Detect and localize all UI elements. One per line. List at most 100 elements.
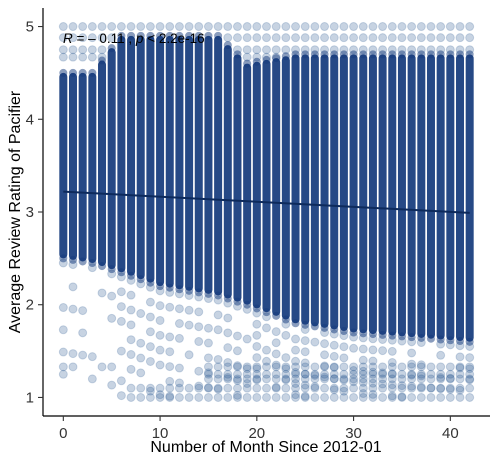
data-point bbox=[194, 381, 204, 391]
data-point bbox=[339, 327, 348, 335]
data-point bbox=[58, 303, 68, 313]
data-point bbox=[252, 341, 262, 351]
data-point bbox=[456, 337, 465, 346]
data-point bbox=[58, 22, 68, 32]
data-point bbox=[194, 307, 204, 317]
data-point bbox=[300, 336, 310, 346]
data-point bbox=[378, 374, 388, 384]
data-point bbox=[223, 383, 233, 393]
data-point bbox=[291, 334, 301, 344]
data-point bbox=[330, 50, 339, 59]
data-point bbox=[291, 369, 301, 379]
data-point bbox=[68, 304, 78, 314]
data-point bbox=[445, 383, 455, 393]
data-point bbox=[194, 337, 204, 347]
data-point bbox=[465, 369, 475, 379]
x-tick-label: 10 bbox=[152, 425, 169, 442]
data-point bbox=[465, 392, 475, 402]
data-point bbox=[252, 57, 261, 66]
data-point bbox=[291, 33, 301, 43]
data-point bbox=[378, 369, 388, 379]
data-point bbox=[445, 369, 455, 379]
data-point bbox=[78, 306, 88, 316]
data-point bbox=[388, 331, 397, 340]
data-point bbox=[232, 369, 242, 379]
data-point bbox=[136, 31, 145, 40]
data-point bbox=[339, 342, 349, 352]
data-point bbox=[174, 378, 184, 388]
data-point bbox=[436, 362, 446, 372]
data-point bbox=[58, 325, 68, 335]
data-point bbox=[465, 375, 475, 385]
dense-band-column bbox=[214, 35, 223, 296]
data-point bbox=[107, 44, 116, 53]
data-point bbox=[378, 330, 387, 339]
data-point bbox=[213, 384, 223, 394]
data-point bbox=[426, 362, 436, 372]
data-point bbox=[107, 313, 117, 323]
data-point bbox=[416, 369, 426, 379]
data-point bbox=[368, 374, 378, 384]
data-point bbox=[445, 384, 455, 394]
data-point bbox=[310, 50, 319, 59]
data-point bbox=[262, 356, 271, 366]
data-point bbox=[465, 364, 475, 374]
data-point bbox=[465, 50, 474, 59]
data-point bbox=[232, 362, 242, 372]
data-point bbox=[426, 22, 436, 32]
data-point bbox=[349, 366, 359, 376]
annotation-r-value: = – 0.11 , bbox=[73, 31, 136, 46]
data-point bbox=[223, 362, 233, 372]
data-point bbox=[349, 392, 359, 402]
data-point bbox=[387, 362, 397, 372]
data-point bbox=[387, 369, 397, 379]
data-point bbox=[329, 340, 339, 350]
data-point bbox=[436, 369, 446, 379]
data-point bbox=[242, 45, 252, 55]
data-point bbox=[194, 31, 203, 40]
data-point bbox=[145, 386, 155, 396]
data-point bbox=[174, 304, 184, 314]
data-point bbox=[271, 383, 281, 393]
data-point bbox=[397, 383, 407, 393]
data-point bbox=[368, 369, 378, 379]
data-point bbox=[387, 392, 397, 402]
dense-band-column bbox=[117, 35, 126, 273]
data-point bbox=[407, 348, 417, 358]
data-point bbox=[320, 50, 329, 59]
data-point bbox=[339, 22, 349, 32]
data-point bbox=[242, 392, 252, 402]
data-point bbox=[320, 33, 330, 43]
data-point bbox=[387, 346, 397, 356]
data-point bbox=[378, 379, 388, 389]
data-point bbox=[407, 362, 417, 372]
data-point bbox=[145, 327, 155, 337]
y-axis-title: Average Review Rating of Pacifier bbox=[7, 90, 24, 333]
dense-band-column bbox=[417, 54, 426, 338]
dense-band-column bbox=[146, 35, 155, 283]
data-point bbox=[97, 45, 107, 55]
data-point bbox=[320, 374, 330, 384]
data-point bbox=[387, 380, 397, 390]
data-point bbox=[271, 392, 281, 402]
data-point bbox=[387, 383, 397, 393]
data-point bbox=[136, 338, 146, 348]
data-point bbox=[126, 305, 136, 315]
dense-band-column bbox=[456, 54, 465, 342]
data-point bbox=[262, 374, 271, 384]
data-point bbox=[368, 392, 378, 402]
dense-band-column bbox=[330, 54, 339, 330]
data-point bbox=[416, 392, 426, 402]
data-point bbox=[213, 325, 223, 335]
data-point bbox=[155, 345, 165, 355]
data-point bbox=[281, 315, 290, 324]
data-point bbox=[349, 33, 359, 43]
data-point bbox=[165, 283, 174, 292]
data-point bbox=[436, 50, 445, 59]
data-point bbox=[300, 391, 310, 401]
data-point bbox=[320, 361, 330, 371]
data-point bbox=[233, 50, 242, 59]
dense-band-column bbox=[436, 54, 445, 340]
data-point bbox=[320, 323, 329, 332]
data-point bbox=[339, 353, 349, 363]
